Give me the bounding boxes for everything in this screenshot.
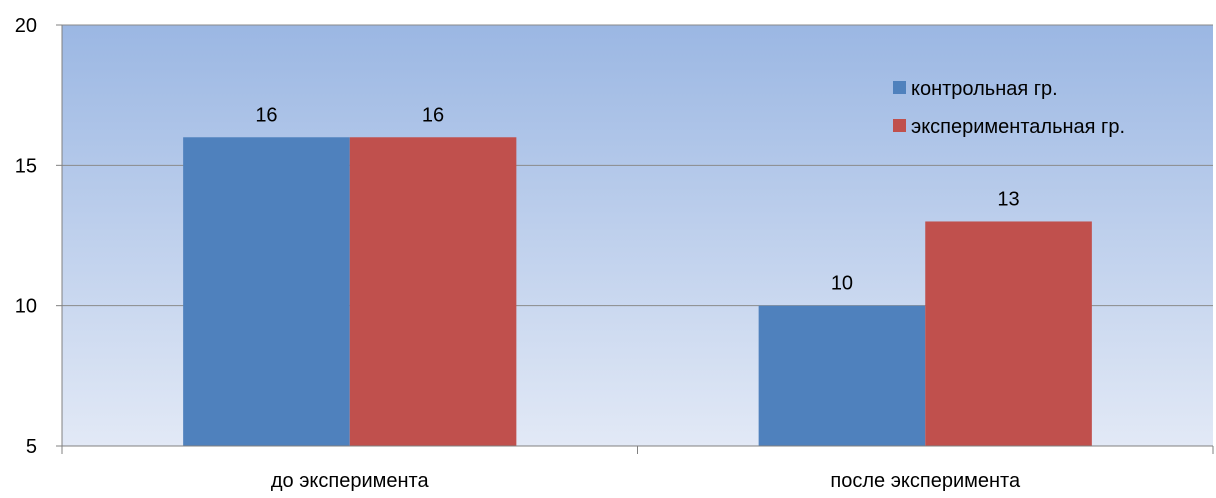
- bar: [925, 221, 1092, 446]
- data-label: 13: [997, 188, 1019, 210]
- data-label: 10: [831, 273, 853, 295]
- data-labels: 16 16 10 13: [255, 104, 1019, 294]
- axes: 5 10 15 20 до эксперимента после эксперимента: [15, 15, 1214, 492]
- y-tick-label: 15: [15, 155, 37, 177]
- legend: контрольная гр. экспериментальная гр.: [893, 78, 1125, 138]
- y-tick-label: 20: [15, 15, 37, 37]
- bar: [183, 137, 350, 446]
- y-tick-label: 10: [15, 296, 37, 318]
- bar: [349, 137, 517, 446]
- legend-label: экспериментальная гр.: [911, 116, 1125, 138]
- data-label: 16: [255, 104, 277, 126]
- legend-swatch: [893, 119, 906, 132]
- bar: [758, 305, 926, 446]
- legend-label: контрольная гр.: [911, 78, 1058, 100]
- y-tick-label: 5: [26, 436, 37, 458]
- x-tick-label: до эксперимента: [271, 470, 430, 492]
- legend-swatch: [893, 81, 906, 94]
- x-tick-label: после эксперимента: [830, 470, 1021, 492]
- bars: [183, 137, 1092, 446]
- data-label: 16: [422, 104, 444, 126]
